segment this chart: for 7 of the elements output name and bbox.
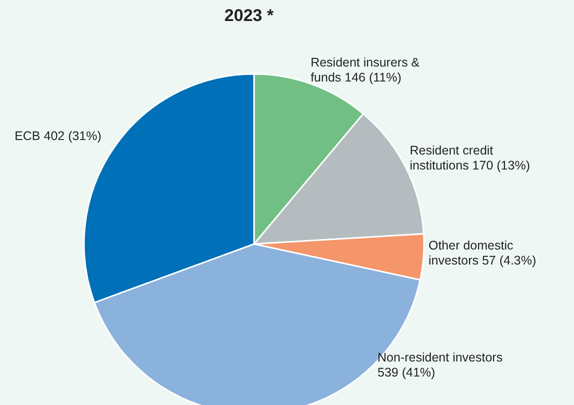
slice-label: Resident credit institutions 170 (13%): [410, 144, 530, 173]
slice-label: Non-resident investors: [378, 350, 503, 364]
chart-title: 2023 *: [223, 6, 275, 26]
slice-label: Resident insurers & funds 146 (11%): [310, 55, 420, 84]
data-label: 539 (41%): [378, 366, 436, 380]
slice-label: ECB 402 (31%): [14, 128, 102, 143]
slice-label: Other domestic investors 57 (4.3%): [428, 238, 536, 268]
